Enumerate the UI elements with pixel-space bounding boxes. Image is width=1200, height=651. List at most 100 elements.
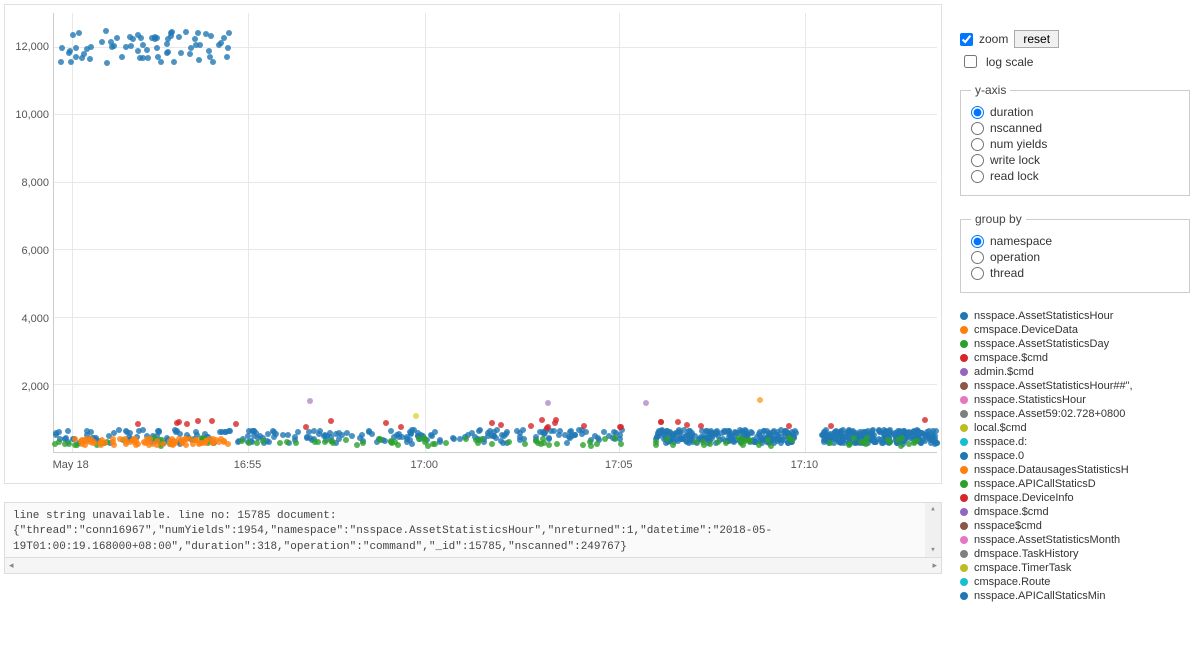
data-point[interactable] bbox=[56, 439, 62, 445]
data-point[interactable] bbox=[698, 423, 704, 429]
data-point[interactable] bbox=[188, 45, 194, 51]
data-point[interactable] bbox=[195, 418, 201, 424]
data-point[interactable] bbox=[499, 432, 505, 438]
data-point[interactable] bbox=[487, 428, 493, 434]
data-point[interactable] bbox=[477, 427, 483, 433]
legend-item[interactable]: admin.$cmd bbox=[960, 365, 1190, 379]
data-point[interactable] bbox=[723, 440, 729, 446]
log-scrollbar-horizontal[interactable]: ◂ ▸ bbox=[4, 558, 942, 574]
data-point[interactable] bbox=[404, 436, 410, 442]
data-point[interactable] bbox=[934, 440, 940, 446]
data-point[interactable] bbox=[171, 59, 177, 65]
data-point[interactable] bbox=[539, 417, 545, 423]
data-point[interactable] bbox=[183, 442, 189, 448]
data-point[interactable] bbox=[377, 437, 383, 443]
data-point[interactable] bbox=[618, 424, 624, 430]
data-point[interactable] bbox=[689, 432, 695, 438]
yaxis-radio-label[interactable]: read lock bbox=[990, 169, 1039, 183]
data-point[interactable] bbox=[311, 428, 317, 434]
data-point[interactable] bbox=[413, 413, 419, 419]
data-point[interactable] bbox=[179, 437, 185, 443]
data-point[interactable] bbox=[618, 441, 624, 447]
logscale-checkbox[interactable] bbox=[964, 55, 977, 68]
data-point[interactable] bbox=[707, 432, 713, 438]
data-point[interactable] bbox=[73, 45, 79, 51]
data-point[interactable] bbox=[457, 436, 463, 442]
legend-item[interactable]: dmspace.DeviceInfo bbox=[960, 491, 1190, 505]
data-point[interactable] bbox=[104, 60, 110, 66]
data-point[interactable] bbox=[136, 428, 142, 434]
data-point[interactable] bbox=[150, 441, 156, 447]
reset-button[interactable]: reset bbox=[1014, 30, 1059, 48]
data-point[interactable] bbox=[277, 440, 283, 446]
data-point[interactable] bbox=[160, 441, 166, 447]
data-point[interactable] bbox=[209, 418, 215, 424]
data-point[interactable] bbox=[270, 428, 276, 434]
data-point[interactable] bbox=[206, 48, 212, 54]
data-point[interactable] bbox=[251, 428, 257, 434]
plot-area[interactable] bbox=[53, 13, 937, 453]
data-point[interactable] bbox=[133, 442, 139, 448]
legend-item[interactable]: dmspace.TaskHistory bbox=[960, 547, 1190, 561]
data-point[interactable] bbox=[924, 429, 930, 435]
data-point[interactable] bbox=[653, 442, 659, 448]
data-point[interactable] bbox=[707, 441, 713, 447]
data-point[interactable] bbox=[545, 400, 551, 406]
data-point[interactable] bbox=[658, 419, 664, 425]
data-point[interactable] bbox=[123, 441, 129, 447]
data-point[interactable] bbox=[396, 431, 402, 437]
data-point[interactable] bbox=[224, 54, 230, 60]
data-point[interactable] bbox=[284, 439, 290, 445]
data-point[interactable] bbox=[432, 441, 438, 447]
data-point[interactable] bbox=[216, 42, 222, 48]
data-point[interactable] bbox=[572, 432, 578, 438]
data-point[interactable] bbox=[145, 55, 151, 61]
data-point[interactable] bbox=[564, 440, 570, 446]
scroll-left-icon[interactable]: ◂ bbox=[9, 560, 14, 571]
data-point[interactable] bbox=[110, 439, 116, 445]
data-point[interactable] bbox=[366, 428, 372, 434]
data-point[interactable] bbox=[899, 435, 905, 441]
data-point[interactable] bbox=[546, 435, 552, 441]
yaxis-radio-read-lock[interactable] bbox=[971, 170, 984, 183]
data-point[interactable] bbox=[354, 442, 360, 448]
legend-item[interactable]: dmspace.$cmd bbox=[960, 505, 1190, 519]
legend-item[interactable]: nsspace.APICallStaticsD bbox=[960, 477, 1190, 491]
data-point[interactable] bbox=[156, 429, 162, 435]
data-point[interactable] bbox=[789, 437, 795, 443]
data-point[interactable] bbox=[675, 419, 681, 425]
legend-item[interactable]: nsspace$cmd bbox=[960, 519, 1190, 533]
data-point[interactable] bbox=[343, 437, 349, 443]
data-point[interactable] bbox=[70, 32, 76, 38]
data-point[interactable] bbox=[293, 440, 299, 446]
groupby-radio-label[interactable]: namespace bbox=[990, 234, 1052, 248]
data-point[interactable] bbox=[176, 34, 182, 40]
data-point[interactable] bbox=[260, 438, 266, 444]
data-point[interactable] bbox=[195, 30, 201, 36]
yaxis-radio-label[interactable]: num yields bbox=[990, 137, 1047, 151]
data-point[interactable] bbox=[594, 441, 600, 447]
legend-item[interactable]: nsspace.d: bbox=[960, 435, 1190, 449]
data-point[interactable] bbox=[99, 39, 105, 45]
data-point[interactable] bbox=[87, 56, 93, 62]
data-point[interactable] bbox=[479, 436, 485, 442]
data-point[interactable] bbox=[254, 440, 260, 446]
data-point[interactable] bbox=[820, 432, 826, 438]
data-point[interactable] bbox=[684, 422, 690, 428]
data-point[interactable] bbox=[701, 442, 707, 448]
data-point[interactable] bbox=[210, 59, 216, 65]
legend-item[interactable]: nsspace.AssetStatisticsHour##", bbox=[960, 379, 1190, 393]
data-point[interactable] bbox=[554, 441, 560, 447]
data-point[interactable] bbox=[194, 437, 200, 443]
zoom-label[interactable]: zoom bbox=[979, 32, 1008, 46]
data-point[interactable] bbox=[463, 436, 469, 442]
data-point[interactable] bbox=[168, 30, 174, 36]
data-point[interactable] bbox=[360, 440, 366, 446]
data-point[interactable] bbox=[793, 430, 799, 436]
data-point[interactable] bbox=[388, 438, 394, 444]
data-point[interactable] bbox=[922, 417, 928, 423]
legend-item[interactable]: cmspace.$cmd bbox=[960, 351, 1190, 365]
data-point[interactable] bbox=[76, 30, 82, 36]
log-scrollbar-vertical[interactable]: ▴ ▾ bbox=[925, 503, 941, 557]
data-point[interactable] bbox=[836, 437, 842, 443]
